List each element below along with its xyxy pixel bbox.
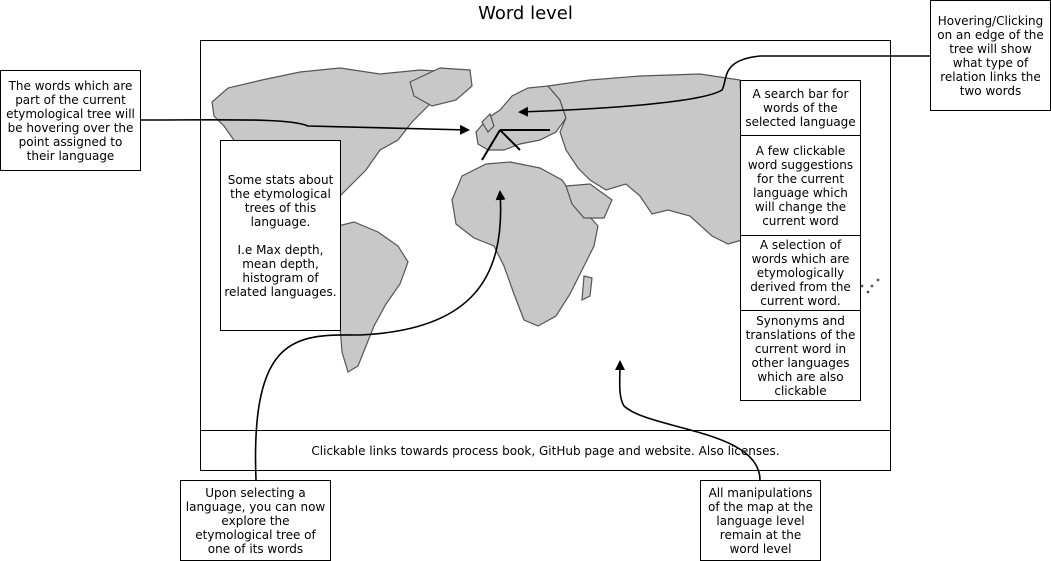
annotation-map-manipulations: All manipulations of the map at the lang…	[700, 480, 821, 561]
derived-words-panel[interactable]: A selection of words which are etymologi…	[740, 235, 861, 311]
word-suggestions-panel[interactable]: A few clickable word suggestions for the…	[740, 135, 861, 236]
connector-map-manipulations	[614, 360, 761, 481]
pacific-islands	[860, 278, 880, 294]
connector-edge-hover	[518, 55, 930, 117]
search-bar-panel[interactable]: A search bar for words of the selected l…	[740, 80, 861, 136]
annotation-select-language: Upon selecting a language, you can now e…	[180, 480, 331, 561]
connector-words-hover	[139, 118, 470, 135]
annotation-edge-hover: Hovering/Clicking on an edge of the tree…	[930, 0, 1051, 111]
connector-select-language	[254, 190, 506, 481]
annotation-words-hover: The words which are part of the current …	[0, 70, 141, 171]
greenland-landmass	[409, 67, 473, 107]
africa-landmass	[451, 161, 599, 327]
stats-panel: Some stats about the etymological trees …	[220, 140, 341, 331]
asia-landmass	[546, 73, 743, 245]
footer-links[interactable]: Clickable links towards process book, Gi…	[200, 430, 891, 471]
arabia-landmass	[565, 183, 613, 219]
synonyms-panel[interactable]: Synonyms and translations of the current…	[740, 310, 861, 401]
tree-edges	[481, 129, 550, 161]
uk-landmass	[481, 112, 495, 133]
page-title: Word level	[478, 3, 573, 24]
madagascar-landmass	[581, 275, 593, 302]
